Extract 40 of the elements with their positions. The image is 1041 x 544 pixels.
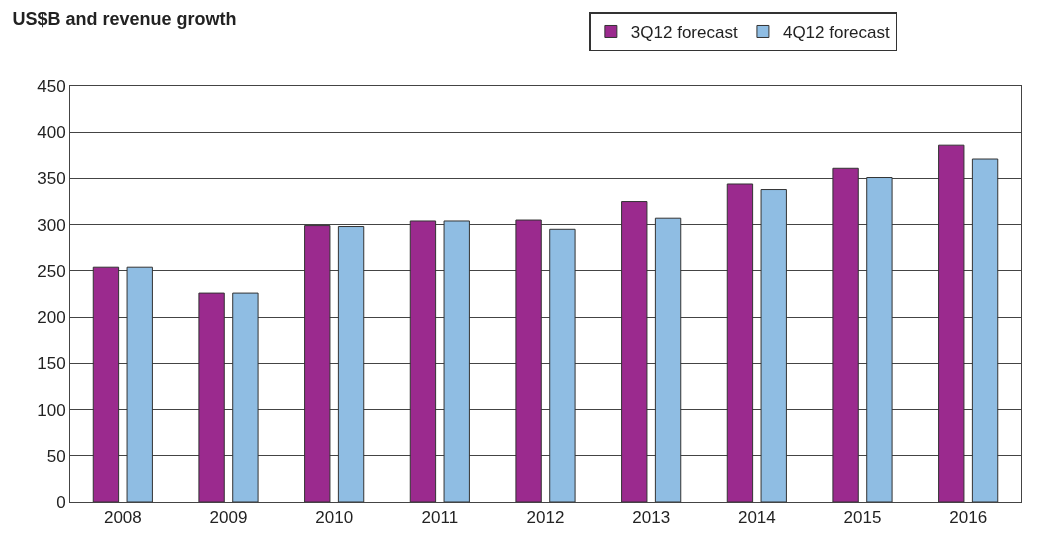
bar (304, 225, 331, 502)
x-tick-label: 2015 (843, 508, 882, 528)
x-tick-label: 2011 (421, 508, 459, 528)
x-tick-label: 2016 (949, 508, 988, 528)
legend-label: 3Q12 forecast (630, 23, 738, 43)
x-tick-label: 2014 (737, 508, 776, 528)
x-tick-label: 2008 (103, 508, 142, 528)
x-tick-label: 2010 (315, 508, 354, 528)
chart-title: US$B and revenue growth (12, 9, 237, 30)
bar (726, 183, 754, 502)
x-tick-label: 2012 (526, 508, 565, 528)
y-tick-label: 150 (37, 354, 66, 374)
legend-label: 4Q12 forecast (782, 23, 890, 43)
x-tick-label: 2013 (632, 508, 671, 528)
bar (337, 226, 365, 502)
bar (866, 177, 893, 502)
y-tick-label: 200 (37, 308, 66, 328)
bar (549, 228, 576, 502)
y-tick-label: 400 (37, 123, 66, 143)
y-tick-label: 250 (37, 261, 66, 281)
x-tick-label: 2009 (209, 508, 248, 528)
y-tick-label: 300 (37, 215, 66, 235)
bar (832, 167, 859, 502)
bar (409, 220, 437, 502)
y-tick-label: 50 (46, 446, 66, 466)
bar (621, 201, 648, 502)
bar (971, 158, 999, 502)
y-tick-label: 100 (37, 400, 66, 420)
bar (654, 217, 682, 502)
bar (126, 266, 153, 502)
bar (515, 219, 542, 502)
bar (443, 220, 470, 502)
bar (232, 292, 259, 502)
bar (760, 189, 787, 502)
bar (92, 266, 120, 502)
bar (198, 292, 225, 502)
y-tick-label: 450 (37, 76, 66, 96)
y-tick-label: 350 (37, 169, 66, 189)
y-tick-label: 0 (56, 492, 66, 512)
bar (938, 144, 965, 502)
